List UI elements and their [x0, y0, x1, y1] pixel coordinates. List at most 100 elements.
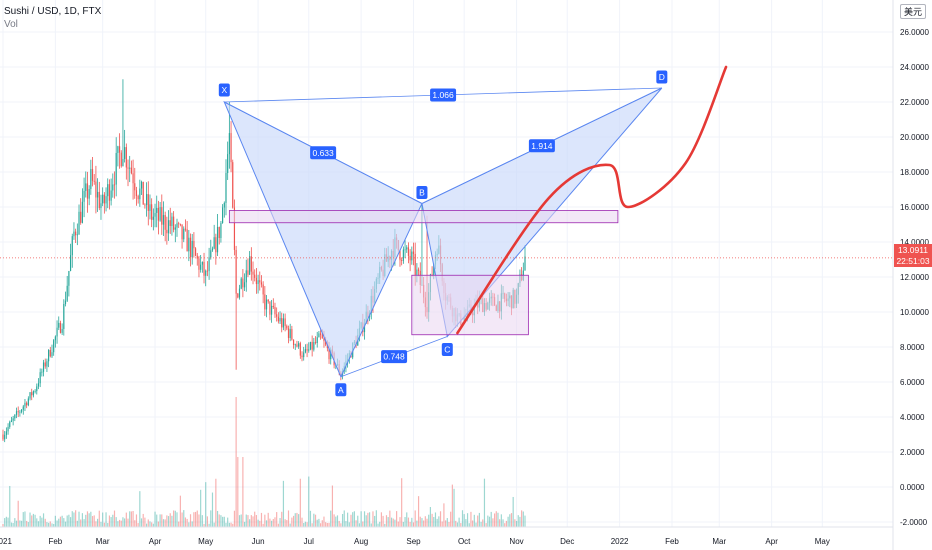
volume-bar [289, 523, 291, 527]
volume-bar [271, 520, 273, 527]
time-tick-label: Apr [149, 537, 162, 546]
candle-body [105, 196, 107, 204]
volume-bar [93, 515, 95, 527]
volume-bar [524, 515, 526, 527]
volume-bar [159, 514, 161, 527]
time-tick-label: Oct [458, 537, 471, 546]
volume-bar [434, 512, 437, 527]
volume-bar [203, 523, 205, 527]
volume-bar [154, 511, 156, 527]
volume-bar [169, 513, 171, 527]
candle-body [41, 371, 43, 373]
candle-body [218, 226, 220, 239]
volume-bar [426, 518, 428, 527]
currency-button[interactable]: 美元 [899, 4, 926, 19]
volume-bar [132, 511, 134, 527]
volume-bar [326, 522, 328, 527]
rectangle-zones[interactable] [228, 210, 619, 336]
time-tick-label: 2022 [611, 537, 629, 546]
volume-bar [103, 522, 105, 527]
volume-bar [152, 523, 154, 527]
volume-bar [303, 522, 305, 527]
volume-bar [298, 514, 300, 527]
volume-bar [102, 512, 104, 527]
volume-bar [347, 512, 349, 527]
point-label-a-text: A [338, 385, 344, 395]
volume-bar [206, 516, 208, 527]
candle-body [211, 248, 214, 251]
volume-legend[interactable]: Vol [4, 19, 18, 30]
volume-bar [362, 521, 364, 527]
volume-bar [274, 517, 276, 527]
volume-bar [431, 513, 433, 527]
volume-bar [375, 510, 377, 527]
candle-body [188, 237, 190, 252]
candle-body [179, 223, 181, 225]
volume-bar [309, 510, 312, 527]
candle-body [316, 337, 318, 344]
volume-bar [68, 514, 70, 527]
price-axis[interactable]: 26.0000 24.0000 22.0000 20.0000 18.0000 16.00… [892, 0, 929, 550]
volume-bar [174, 510, 176, 527]
candle-body [296, 344, 298, 347]
candle-body [137, 195, 139, 200]
volume-bar [48, 522, 50, 527]
volume-bar [374, 515, 376, 527]
candle-body [282, 318, 285, 328]
candle-body [151, 204, 153, 220]
candle-body [363, 323, 366, 333]
time-axis[interactable]: 2021 Feb Mar Apr May Jun Jul Aug Sep Oct Nov Dec 202… [0, 526, 893, 546]
volume-bar [370, 523, 372, 527]
candle-body [178, 223, 180, 225]
candle-body [122, 158, 124, 167]
symbol-title[interactable]: Sushi / USD, 1D, FTX [4, 6, 102, 17]
last-price-label: 13.0911 [894, 244, 932, 256]
candle-body [56, 327, 58, 337]
candle-body [303, 352, 305, 358]
volume-bar [363, 511, 366, 527]
point-label-c-bg [441, 343, 453, 356]
candle-body [61, 328, 63, 333]
volume-bar [411, 517, 413, 527]
volume-bar [296, 512, 298, 527]
pattern-labels[interactable]: X A B C D 1.066 0.633 0.748 1.914 [218, 70, 668, 397]
candle-body [90, 169, 92, 190]
candle-body [304, 349, 306, 353]
candle-body [53, 340, 55, 353]
volume-bar [32, 513, 34, 527]
candle-body [228, 133, 230, 155]
projection-curve[interactable] [456, 65, 728, 335]
volume-bar [129, 511, 131, 527]
candle-body [306, 349, 308, 351]
candle-body [173, 216, 175, 230]
pattern-xab-triangle [223, 100, 423, 378]
volume-bar [176, 512, 178, 527]
volume-bar [424, 516, 426, 527]
volume-bar [368, 512, 371, 527]
volume-bar [357, 515, 359, 527]
volume-bar [279, 518, 281, 527]
candle-body [130, 167, 132, 174]
volume-bar [10, 522, 13, 527]
volume-bar [407, 517, 410, 527]
volume-bar [75, 510, 77, 527]
candle-body [287, 328, 290, 338]
volume-bar [507, 516, 509, 527]
volume-bar [345, 521, 347, 527]
time-tick-label: Dec [560, 537, 574, 546]
candle-body [222, 207, 224, 223]
volume-bar [42, 513, 45, 527]
volume-bar [156, 514, 158, 527]
volume-bar [7, 517, 9, 527]
volume-bar [475, 522, 477, 527]
candle-body [159, 207, 161, 221]
volume-bar [272, 519, 274, 527]
volume-bar [24, 511, 26, 527]
volume-bar [181, 512, 183, 527]
volume-bar [358, 523, 361, 527]
volume-bar [463, 514, 465, 527]
candle-body [86, 183, 89, 199]
volume-bar [83, 519, 85, 527]
volume-bar [350, 514, 352, 527]
